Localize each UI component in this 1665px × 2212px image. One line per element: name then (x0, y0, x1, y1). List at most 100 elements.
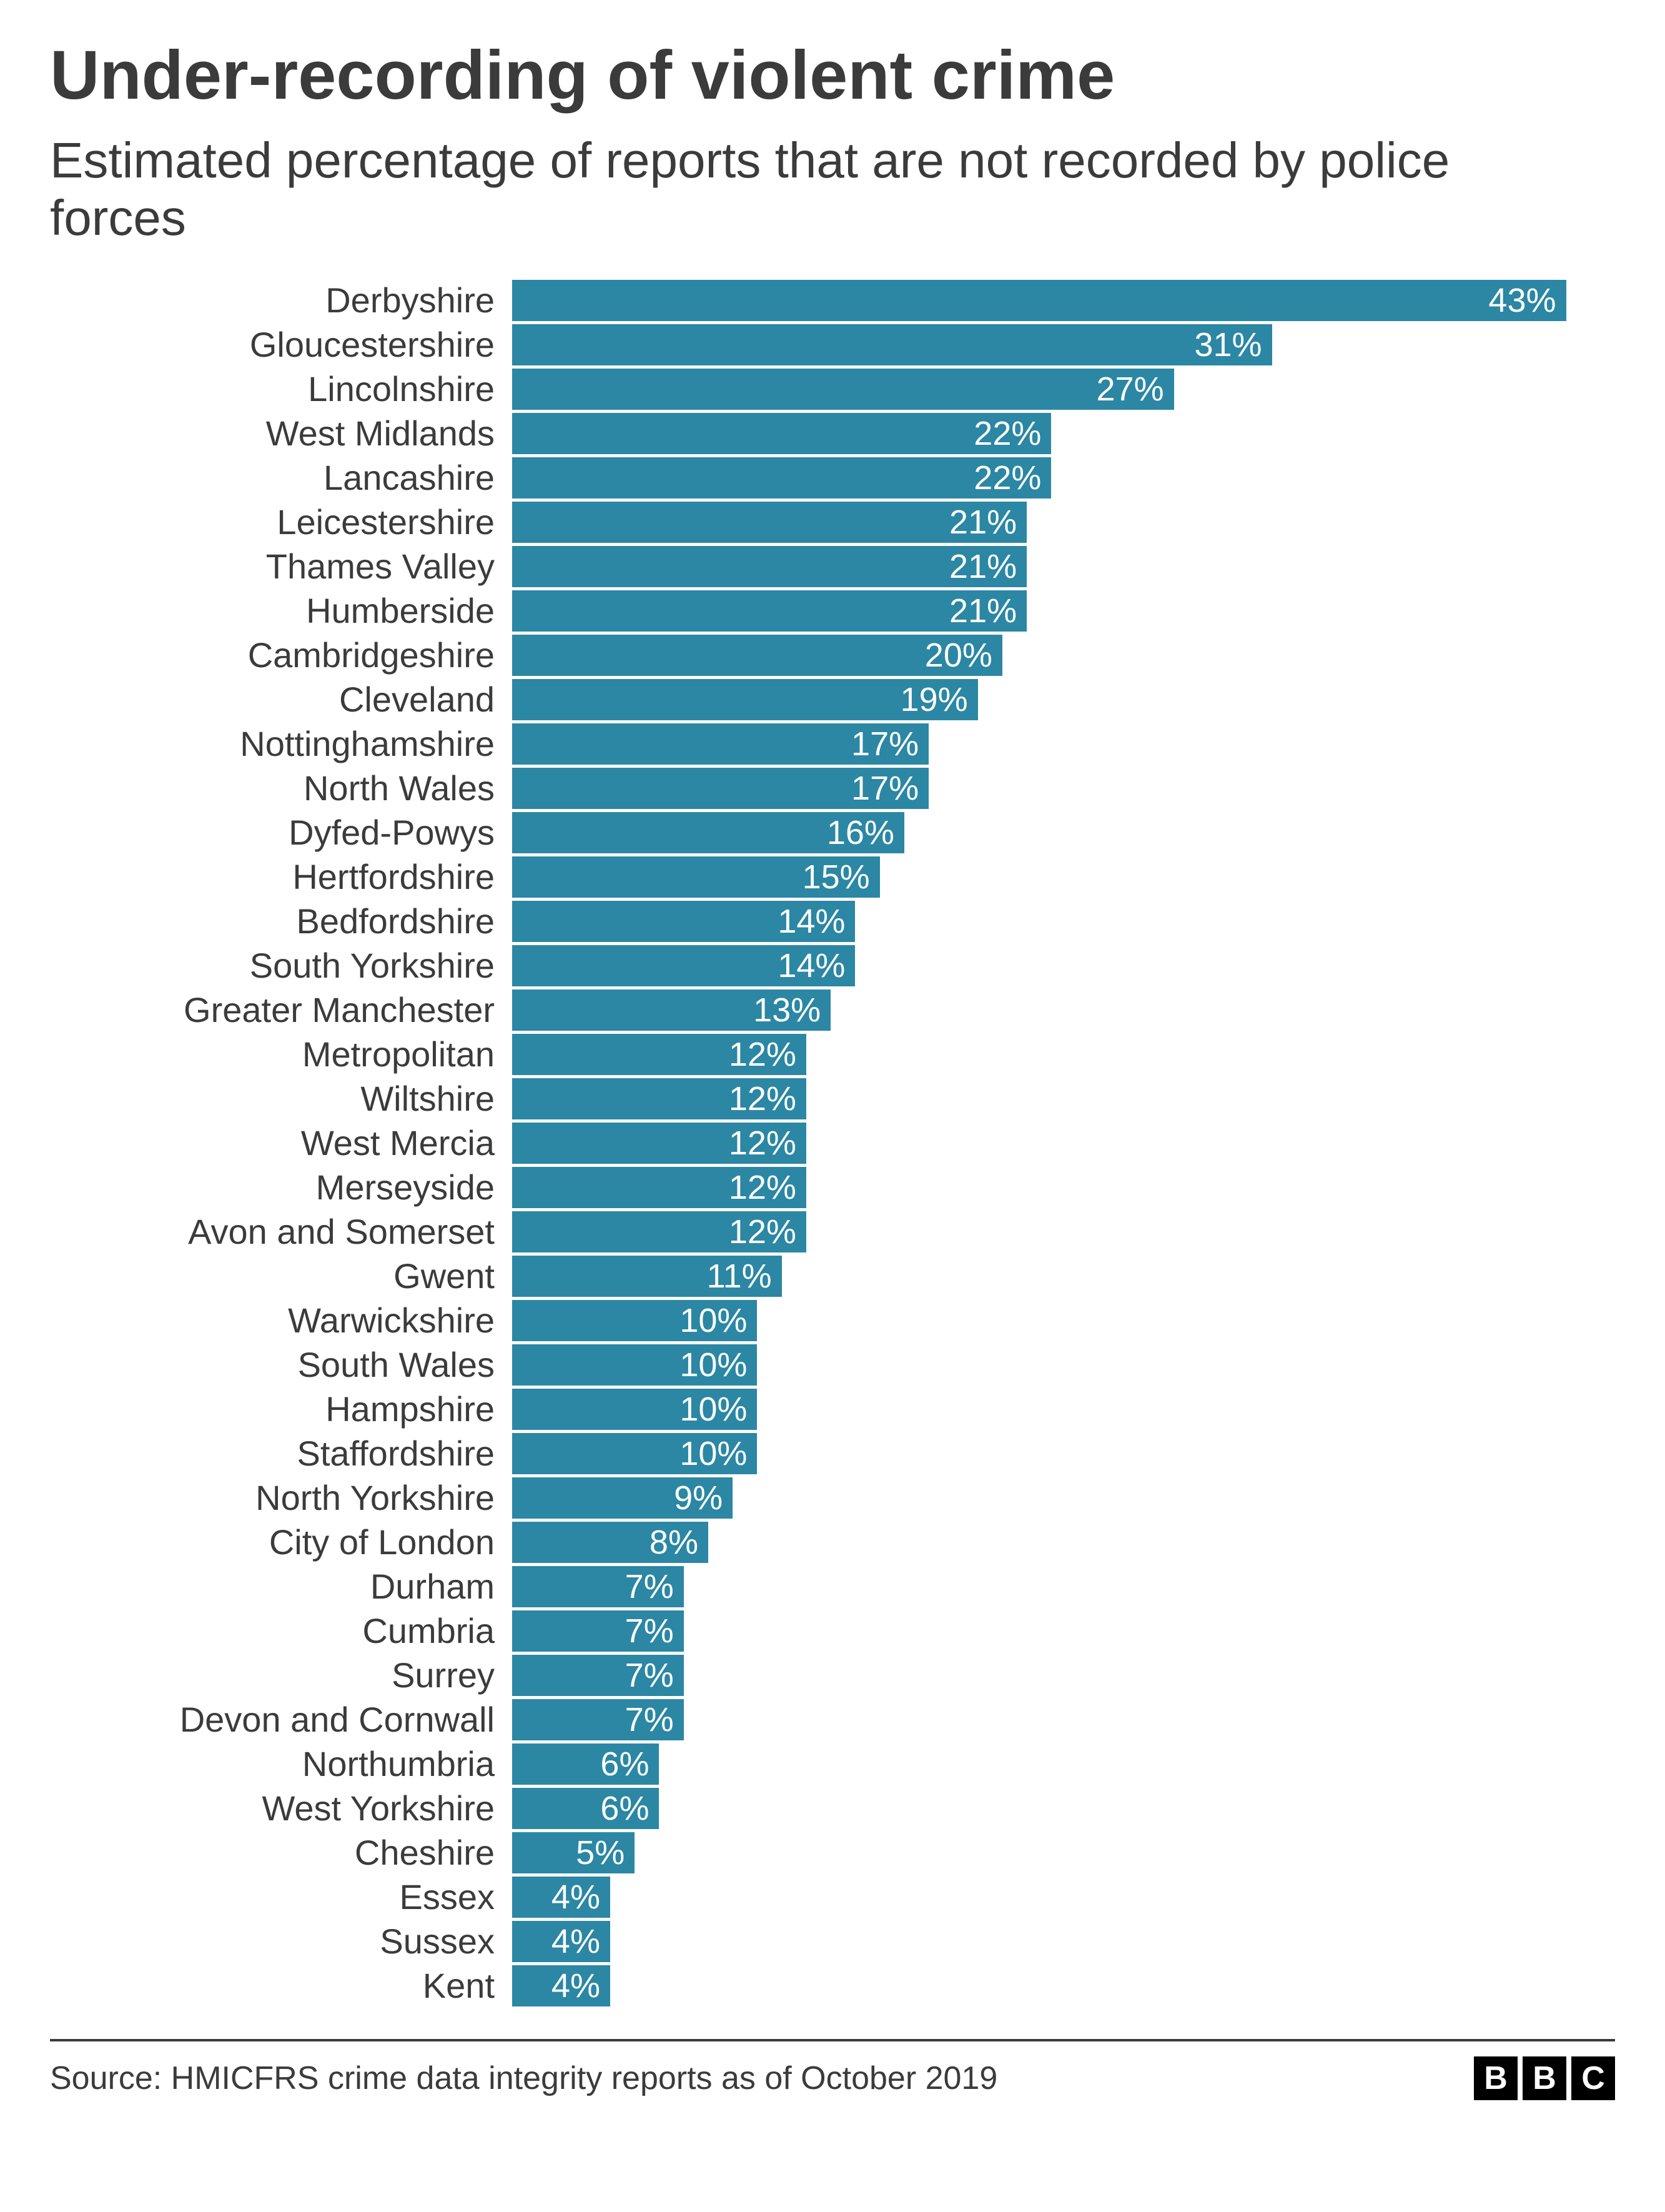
bar: 11% (512, 1256, 782, 1297)
value-label: 12% (729, 1079, 796, 1118)
chart-row: Sussex4% (50, 1919, 1615, 1963)
bar: 7% (512, 1655, 684, 1696)
category-label: Hertfordshire (50, 856, 512, 897)
bar: 15% (512, 856, 880, 898)
chart-row: Greater Manchester13% (50, 988, 1615, 1032)
bar-track: 7% (512, 1609, 1615, 1653)
chart-footer: Source: HMICFRS crime data integrity rep… (50, 2056, 1615, 2100)
chart-row: Durham7% (50, 1564, 1615, 1609)
chart-row: West Mercia12% (50, 1121, 1615, 1165)
chart-row: South Wales10% (50, 1342, 1615, 1387)
bar: 10% (512, 1389, 757, 1430)
value-label: 9% (674, 1479, 723, 1517)
bbc-logo: BBC (1474, 2056, 1615, 2100)
bar-track: 19% (512, 677, 1615, 722)
category-label: Cambridgeshire (50, 635, 512, 675)
bar-track: 27% (512, 367, 1615, 411)
value-label: 16% (827, 813, 894, 852)
category-label: Cleveland (50, 679, 512, 720)
bar: 22% (512, 413, 1051, 454)
value-label: 7% (625, 1700, 674, 1739)
category-label: Thames Valley (50, 546, 512, 587)
bar-track: 7% (512, 1697, 1615, 1742)
chart-row: North Wales17% (50, 766, 1615, 810)
value-label: 7% (625, 1612, 674, 1650)
value-label: 6% (600, 1745, 649, 1783)
bar-track: 10% (512, 1387, 1615, 1431)
chart-row: Essex 4% (50, 1875, 1615, 1919)
bar: 20% (512, 635, 1002, 676)
bar: 4% (512, 1965, 610, 2006)
category-label: North Wales (50, 768, 512, 808)
category-label: Gwent (50, 1256, 512, 1296)
category-label: Wiltshire (50, 1078, 512, 1119)
bar-track: 6% (512, 1786, 1615, 1830)
bbc-logo-letter: B (1474, 2056, 1518, 2100)
category-label: South Yorkshire (50, 945, 512, 986)
category-label: Humberside (50, 590, 512, 631)
category-label: Avon and Somerset (50, 1211, 512, 1252)
value-label: 12% (729, 1168, 796, 1207)
chart-row: North Yorkshire9% (50, 1475, 1615, 1520)
category-label: Leicestershire (50, 502, 512, 542)
bar: 12% (512, 1167, 806, 1208)
category-label: West Midlands (50, 413, 512, 454)
category-label: Durham (50, 1566, 512, 1607)
bar-track: 12% (512, 1032, 1615, 1076)
bar: 31% (512, 324, 1272, 365)
bar: 13% (512, 989, 831, 1031)
chart-row: Merseyside12% (50, 1165, 1615, 1209)
value-label: 5% (576, 1833, 625, 1872)
bar-track: 12% (512, 1121, 1615, 1165)
category-label: Derbyshire (50, 280, 512, 320)
category-label: Kent (50, 1965, 512, 2006)
value-label: 4% (551, 1878, 600, 1917)
value-label: 20% (925, 636, 992, 675)
category-label: Northumbria (50, 1743, 512, 1784)
chart-row: City of London8% (50, 1520, 1615, 1564)
chart-row: Leicestershire21% (50, 500, 1615, 544)
bar-track: 17% (512, 766, 1615, 810)
category-label: Greater Manchester (50, 989, 512, 1030)
bar: 17% (512, 768, 929, 809)
category-label: Bedfordshire (50, 901, 512, 941)
chart-row: Bedfordshire14% (50, 899, 1615, 943)
bar: 8% (512, 1522, 708, 1563)
bar: 10% (512, 1300, 757, 1341)
category-label: Essex (50, 1877, 512, 1917)
category-label: Gloucestershire (50, 324, 512, 365)
category-label: Cumbria (50, 1610, 512, 1651)
chart-row: Staffordshire10% (50, 1431, 1615, 1475)
value-label: 22% (974, 414, 1041, 453)
category-label: Devon and Cornwall (50, 1699, 512, 1740)
bar-track: 14% (512, 899, 1615, 943)
bar-track: 21% (512, 544, 1615, 588)
bar-track: 22% (512, 411, 1615, 455)
bar: 7% (512, 1566, 684, 1607)
category-label: Hampshire (50, 1389, 512, 1429)
bar: 12% (512, 1123, 806, 1164)
bar: 4% (512, 1877, 610, 1918)
category-label: South Wales (50, 1344, 512, 1385)
category-label: Lincolnshire (50, 369, 512, 409)
value-label: 4% (551, 1922, 600, 1961)
bar: 10% (512, 1344, 757, 1386)
chart-row: Lincolnshire 27% (50, 367, 1615, 411)
bar: 10% (512, 1433, 757, 1474)
value-label: 11% (707, 1257, 772, 1296)
value-label: 14% (778, 946, 845, 985)
bar-track: 15% (512, 855, 1615, 899)
value-label: 12% (729, 1035, 796, 1074)
value-label: 10% (679, 1301, 747, 1340)
bar-track: 22% (512, 455, 1615, 500)
bar: 12% (512, 1078, 806, 1119)
bar: 4% (512, 1921, 610, 1962)
category-label: Surrey (50, 1655, 512, 1695)
bar-chart: Derbyshire43%Gloucestershire31%Lincolnsh… (50, 278, 1615, 2008)
value-label: 27% (1097, 370, 1164, 409)
bar-track: 21% (512, 588, 1615, 633)
bar: 14% (512, 901, 855, 942)
bar-track: 10% (512, 1298, 1615, 1342)
value-label: 7% (625, 1656, 674, 1695)
value-label: 15% (803, 858, 870, 896)
